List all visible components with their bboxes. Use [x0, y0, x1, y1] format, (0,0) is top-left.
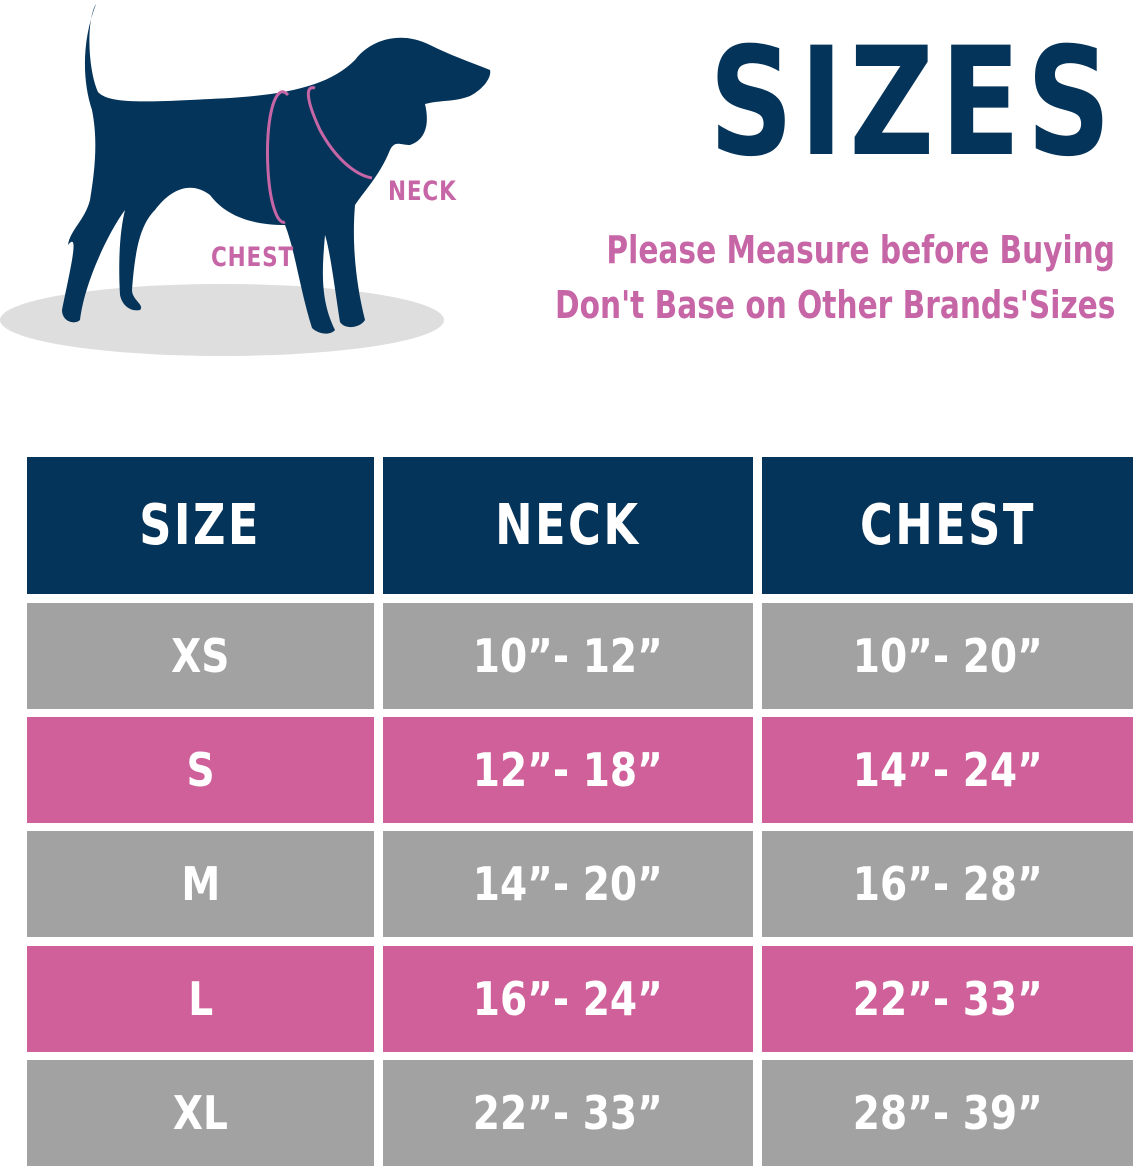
- chest-measure-loop: [265, 90, 290, 224]
- size-cell: M: [27, 831, 374, 937]
- neck-cell: 22”- 33”: [383, 1060, 753, 1166]
- neck-cell: 16”- 24”: [383, 946, 753, 1052]
- column-header-neck: NECK: [383, 457, 753, 594]
- size-cell: XS: [27, 603, 374, 709]
- chest-cell: 22”- 33”: [762, 946, 1133, 1052]
- size-cell: S: [27, 717, 374, 823]
- chest-cell: 16”- 28”: [762, 831, 1133, 937]
- neck-cell: 10”- 12”: [383, 603, 753, 709]
- column-header-size: SIZE: [27, 457, 374, 594]
- chest-cell: 14”- 24”: [762, 717, 1133, 823]
- dog-silhouette: [62, 4, 491, 334]
- subtitle-line-1: Please Measure before Buying: [606, 228, 1115, 272]
- dog-illustration: [0, 4, 491, 356]
- neck-measure-loop: [306, 86, 373, 180]
- chest-label: CHEST: [211, 242, 294, 273]
- size-cell: L: [27, 946, 374, 1052]
- subtitle-line-2: Don't Base on Other Brands'Sizes: [554, 283, 1115, 327]
- neck-cell: 14”- 20”: [383, 831, 753, 937]
- shadow: [0, 284, 444, 356]
- page-title: SIZES: [708, 16, 1117, 190]
- neck-cell: 12”- 18”: [383, 717, 753, 823]
- size-cell: XL: [27, 1060, 374, 1166]
- neck-label: NECK: [388, 176, 457, 207]
- chest-cell: 10”- 20”: [762, 603, 1133, 709]
- chest-cell: 28”- 39”: [762, 1060, 1133, 1166]
- column-header-chest: CHEST: [762, 457, 1133, 594]
